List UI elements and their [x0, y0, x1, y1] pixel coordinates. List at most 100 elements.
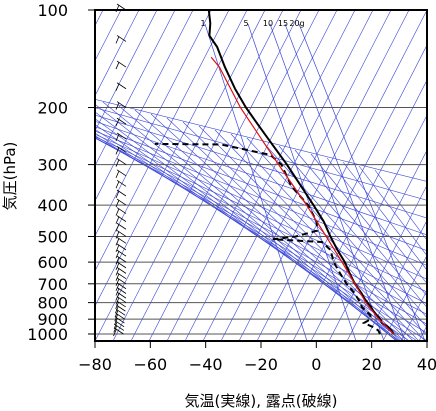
y-tick-label: 100	[37, 1, 68, 20]
y-tick-label: 900	[37, 310, 68, 329]
wind-barb	[116, 267, 127, 274]
isotherm-line	[382, 254, 427, 341]
y-tick-label: 600	[37, 253, 68, 272]
x-tick-labels: −80 −60 −40 −20 0 20 40	[78, 341, 436, 374]
dry-adiabat-line	[95, 126, 427, 251]
wind-barb-flag	[114, 317, 118, 326]
dry-adiabat-line	[95, 103, 398, 341]
isotherm-line	[220, 10, 392, 341]
wind-barb	[116, 158, 127, 165]
x-axis-label: 気温(実線), 露点(破線)	[185, 392, 338, 410]
wind-barb-flag	[115, 83, 120, 91]
y-tick-label: 800	[37, 294, 68, 313]
wind-barb-flag	[115, 118, 120, 127]
wind-barb	[116, 287, 127, 294]
dry-adiabat-line	[150, 113, 402, 341]
dry-adiabat-line	[182, 121, 409, 341]
wind-barb-flag	[115, 268, 120, 276]
dry-adiabat-line	[95, 114, 427, 219]
wind-barb	[116, 198, 127, 206]
isotherm-line	[346, 184, 427, 341]
mixing-ratio-line	[269, 23, 385, 341]
wind-barb-flag	[115, 216, 120, 224]
dry-adiabat-line	[95, 111, 401, 341]
wind-barb-flag	[113, 328, 117, 337]
dry-adiabat-line	[198, 125, 414, 341]
isotherm-line	[238, 10, 410, 341]
wind-barb-flag	[115, 262, 120, 271]
wind-barb	[116, 215, 127, 222]
dry-adiabat-line	[230, 133, 426, 341]
isotherm-line	[95, 10, 194, 202]
wind-barb	[116, 230, 127, 237]
wind-barb	[116, 255, 127, 263]
wind-barb-flag	[115, 273, 120, 281]
dry-adiabat-line	[342, 161, 427, 271]
wind-barb-flag	[115, 256, 120, 265]
wind-barb	[115, 308, 126, 316]
wind-barb-flag	[115, 102, 120, 110]
wind-barb-flag	[115, 244, 120, 253]
wind-barb-flag	[115, 288, 120, 296]
wind-barb-flag	[115, 250, 120, 259]
wind-barb	[116, 243, 127, 251]
wind-barb	[116, 169, 127, 177]
dry-adiabat-line	[102, 101, 397, 341]
wind-barb	[116, 146, 127, 153]
dry-adiabat-line	[310, 153, 427, 297]
dry-adiabat-line	[134, 109, 399, 341]
isobar-grid	[95, 9, 427, 335]
wind-barb	[116, 82, 127, 90]
wind-barb	[115, 312, 125, 320]
mixing-ratio-line	[204, 23, 308, 341]
wind-barb	[116, 35, 127, 42]
wind-barb	[116, 272, 127, 280]
wind-barb	[114, 327, 124, 335]
wind-barb	[116, 300, 126, 308]
wind-barb	[116, 60, 127, 68]
wind-barb	[116, 296, 127, 303]
wind-barb	[115, 316, 125, 324]
dry-adiabat-line	[95, 118, 405, 341]
isotherm-line	[274, 44, 427, 341]
wind-barb-flag	[115, 147, 120, 155]
mixing-ratio-line	[298, 23, 426, 341]
wind-barb	[116, 179, 127, 187]
wind-barb-flag	[115, 133, 120, 142]
x-tick-label: −40	[189, 355, 223, 374]
wind-barb-flag	[115, 231, 120, 239]
mixing-ratio-label: 10	[263, 19, 273, 28]
wind-barb-flag	[113, 325, 118, 333]
y-tick-label: 400	[37, 196, 68, 215]
wind-barb	[116, 304, 126, 312]
dry-adiabat-line	[358, 165, 427, 257]
dry-adiabat-line	[95, 137, 427, 325]
dry-adiabat-line	[95, 124, 410, 341]
wind-barb-flag	[115, 159, 120, 167]
x-tick-label: 20	[361, 355, 381, 374]
y-axis-label: 気圧(hPa)	[1, 142, 19, 211]
wind-barb-flag	[115, 283, 120, 291]
wind-barb	[116, 291, 127, 299]
mixing-ratio-line	[284, 23, 406, 341]
wind-barb-flag	[115, 292, 120, 301]
y-tick-label: 700	[37, 275, 68, 294]
dry-adiabat-line	[246, 137, 427, 337]
wind-barb	[114, 320, 125, 328]
wind-barb-flag	[115, 199, 120, 208]
dry-adiabat-line	[294, 149, 427, 308]
wind-barb-flag	[115, 297, 120, 305]
wind-barb	[116, 189, 127, 197]
wind-barb	[114, 324, 125, 331]
wind-barb	[116, 117, 127, 125]
y-tick-label: 200	[37, 99, 68, 118]
x-tick-label: −20	[244, 355, 278, 374]
wind-barb-flag	[115, 190, 120, 199]
mixing-ratio-label: 5	[243, 19, 248, 28]
isotherm-line	[95, 10, 266, 341]
sounding-curves	[154, 10, 395, 335]
parcel-curve	[210, 56, 395, 335]
isotherm-line	[95, 10, 230, 272]
y-tick-label: 1000	[27, 325, 68, 344]
